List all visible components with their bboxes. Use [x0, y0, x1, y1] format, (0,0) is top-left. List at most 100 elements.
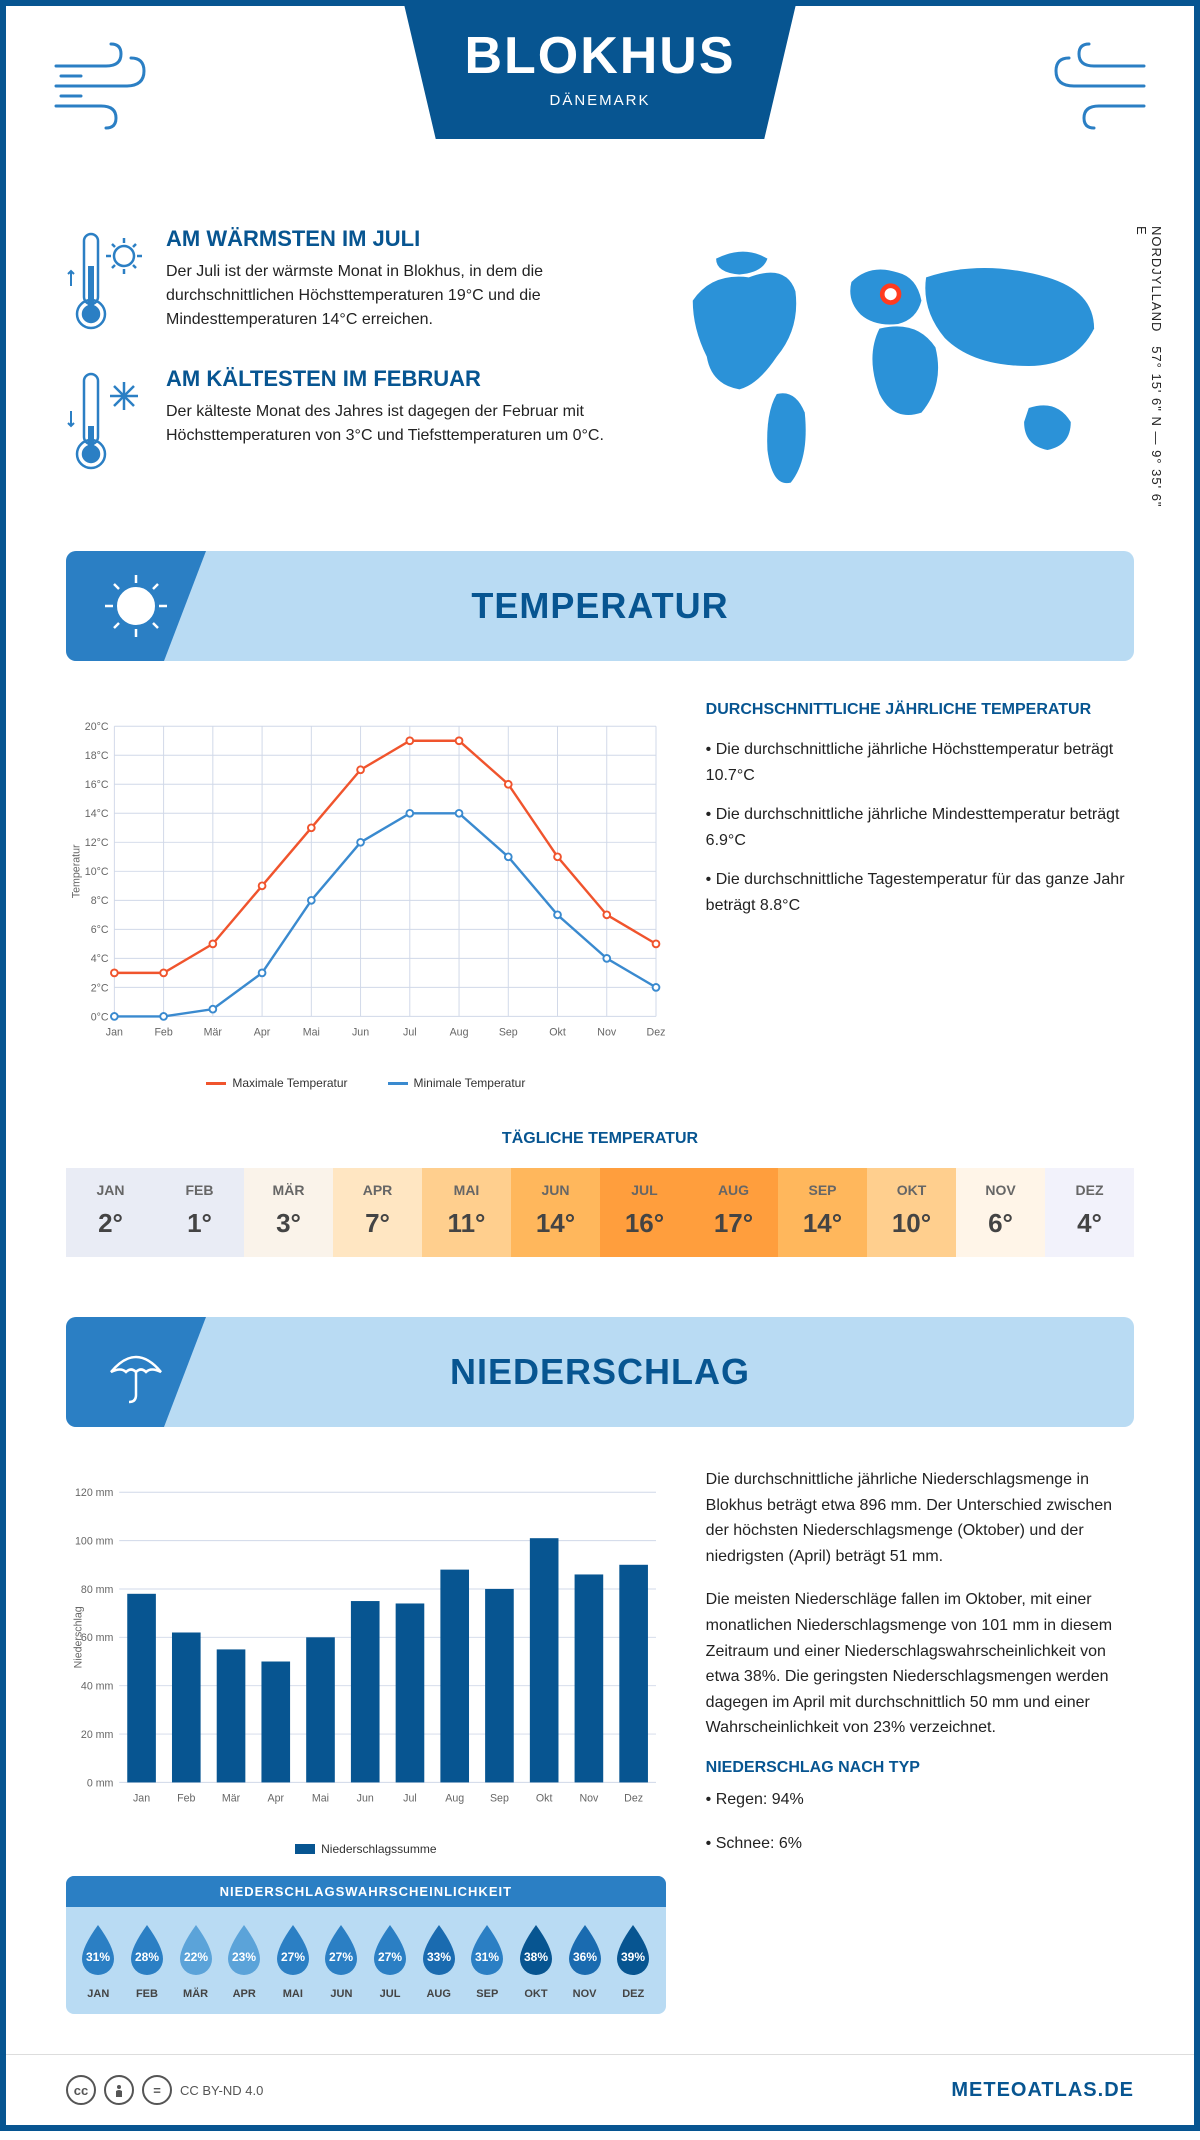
location-subtitle: DÄNEMARK	[464, 92, 735, 109]
svg-text:Sep: Sep	[490, 1793, 509, 1805]
probability-drop: 27%JUL	[366, 1923, 414, 2000]
probability-drop: 22%MÄR	[172, 1923, 220, 2000]
svg-text:Aug: Aug	[450, 1027, 469, 1039]
warm-text: Der Juli ist der wärmste Monat in Blokhu…	[166, 260, 604, 332]
sun-icon	[66, 551, 206, 661]
daily-temp-cell: MAI11°	[422, 1168, 511, 1257]
daily-temp-cell: APR7°	[333, 1168, 422, 1257]
probability-drop: 27%JUN	[317, 1923, 365, 2000]
title-banner: BLOKHUS DÄNEMARK	[404, 6, 795, 139]
svg-text:14°C: 14°C	[85, 808, 109, 820]
svg-text:28%: 28%	[135, 1950, 159, 1964]
svg-text:Nov: Nov	[597, 1027, 617, 1039]
coordinates: NORDJYLLAND 57° 15' 6" N — 9° 35' 6" E	[1134, 226, 1164, 511]
cc-icon: cc	[66, 2075, 96, 2105]
daily-temp-grid: JAN2°FEB1°MÄR3°APR7°MAI11°JUN14°JUL16°AU…	[66, 1168, 1134, 1257]
svg-text:8°C: 8°C	[91, 895, 109, 907]
svg-text:38%: 38%	[524, 1950, 548, 1964]
svg-text:Mai: Mai	[312, 1793, 329, 1805]
svg-text:Feb: Feb	[154, 1027, 172, 1039]
svg-text:Apr: Apr	[254, 1027, 271, 1039]
by-icon	[104, 2075, 134, 2105]
temperature-line-chart: 0°C2°C4°C6°C8°C10°C12°C14°C16°C18°C20°CJ…	[66, 701, 666, 1061]
svg-text:10°C: 10°C	[85, 866, 109, 878]
temperature-info: DURCHSCHNITTLICHE JÄHRLICHE TEMPERATUR •…	[706, 701, 1134, 1090]
svg-text:12°C: 12°C	[85, 837, 109, 849]
probability-drop: 28%FEB	[123, 1923, 171, 2000]
daily-temp-cell: FEB1°	[155, 1168, 244, 1257]
svg-text:60 mm: 60 mm	[81, 1632, 114, 1644]
daily-temp-heading: TÄGLICHE TEMPERATUR	[66, 1130, 1134, 1148]
svg-text:Jan: Jan	[133, 1793, 150, 1805]
license-badges: cc = CC BY-ND 4.0	[66, 2075, 263, 2105]
svg-text:Jul: Jul	[403, 1793, 417, 1805]
svg-text:33%: 33%	[427, 1950, 451, 1964]
precipitation-probability: NIEDERSCHLAGSWAHRSCHEINLICHKEIT 31%JAN28…	[66, 1876, 666, 2014]
probability-drop: 31%JAN	[74, 1923, 122, 2000]
svg-text:39%: 39%	[621, 1950, 645, 1964]
umbrella-icon	[66, 1317, 206, 1427]
svg-text:Okt: Okt	[549, 1027, 566, 1039]
svg-text:100 mm: 100 mm	[75, 1535, 114, 1547]
precipitation-heading: NIEDERSCHLAG	[450, 1351, 750, 1393]
svg-text:Feb: Feb	[177, 1793, 195, 1805]
daily-temp-cell: JUL16°	[600, 1168, 689, 1257]
temp-legend: Maximale Temperatur Minimale Temperatur	[66, 1076, 666, 1090]
daily-temp-cell: NOV6°	[956, 1168, 1045, 1257]
wind-icon	[46, 36, 166, 155]
header: BLOKHUS DÄNEMARK	[6, 6, 1194, 206]
svg-text:Jul: Jul	[403, 1027, 417, 1039]
precipitation-info: Die durchschnittliche jährliche Niedersc…	[706, 1467, 1134, 2014]
svg-text:18°C: 18°C	[85, 750, 109, 762]
svg-text:Jan: Jan	[106, 1027, 123, 1039]
temperature-section-header: TEMPERATUR	[66, 551, 1134, 661]
daily-temp-cell: OKT10°	[867, 1168, 956, 1257]
world-map: NORDJYLLAND 57° 15' 6" N — 9° 35' 6" E	[644, 226, 1134, 511]
svg-text:80 mm: 80 mm	[81, 1584, 114, 1596]
svg-text:Dez: Dez	[624, 1793, 643, 1805]
probability-drop: 27%MAI	[269, 1923, 317, 2000]
thermometer-sun-icon	[66, 226, 146, 336]
svg-text:120 mm: 120 mm	[75, 1487, 114, 1499]
svg-text:40 mm: 40 mm	[81, 1681, 114, 1693]
svg-text:Temperatur: Temperatur	[71, 844, 83, 898]
svg-text:23%: 23%	[232, 1950, 256, 1964]
daily-temp-cell: SEP14°	[778, 1168, 867, 1257]
thermometer-snow-icon	[66, 366, 146, 476]
svg-text:Mai: Mai	[303, 1027, 320, 1039]
location-title: BLOKHUS	[464, 26, 735, 86]
probability-drop: 36%NOV	[561, 1923, 609, 2000]
svg-text:Mär: Mär	[222, 1793, 241, 1805]
svg-text:27%: 27%	[378, 1950, 402, 1964]
svg-text:22%: 22%	[184, 1950, 208, 1964]
svg-text:0°C: 0°C	[91, 1011, 109, 1023]
temperature-heading: TEMPERATUR	[471, 585, 728, 627]
probability-drop: 31%SEP	[463, 1923, 511, 2000]
precip-legend: Niederschlagssumme	[66, 1842, 666, 1856]
svg-text:4°C: 4°C	[91, 953, 109, 965]
cold-text: Der kälteste Monat des Jahres ist dagege…	[166, 400, 604, 448]
precipitation-bar-chart: 0 mm20 mm40 mm60 mm80 mm100 mm120 mmJanF…	[66, 1467, 666, 1827]
cold-title: AM KÄLTESTEN IM FEBRUAR	[166, 366, 604, 392]
cold-fact: AM KÄLTESTEN IM FEBRUAR Der kälteste Mon…	[66, 366, 604, 476]
svg-text:Okt: Okt	[536, 1793, 553, 1805]
svg-text:Apr: Apr	[267, 1793, 284, 1805]
footer: cc = CC BY-ND 4.0 METEOATLAS.DE	[6, 2054, 1194, 2125]
probability-drop: 38%OKT	[512, 1923, 560, 2000]
daily-temp-cell: MÄR3°	[244, 1168, 333, 1257]
svg-text:36%: 36%	[573, 1950, 597, 1964]
warm-fact: AM WÄRMSTEN IM JULI Der Juli ist der wär…	[66, 226, 604, 336]
svg-text:2°C: 2°C	[91, 982, 109, 994]
footer-brand: METEOATLAS.DE	[951, 2079, 1134, 2102]
svg-text:Dez: Dez	[647, 1027, 666, 1039]
svg-text:31%: 31%	[86, 1950, 110, 1964]
svg-text:Jun: Jun	[357, 1793, 374, 1805]
warm-title: AM WÄRMSTEN IM JULI	[166, 226, 604, 252]
nd-icon: =	[142, 2075, 172, 2105]
probability-drop: 23%APR	[220, 1923, 268, 2000]
svg-text:Aug: Aug	[445, 1793, 464, 1805]
daily-temp-cell: JAN2°	[66, 1168, 155, 1257]
svg-text:31%: 31%	[475, 1950, 499, 1964]
svg-text:Nov: Nov	[579, 1793, 599, 1805]
svg-text:20 mm: 20 mm	[81, 1729, 114, 1741]
